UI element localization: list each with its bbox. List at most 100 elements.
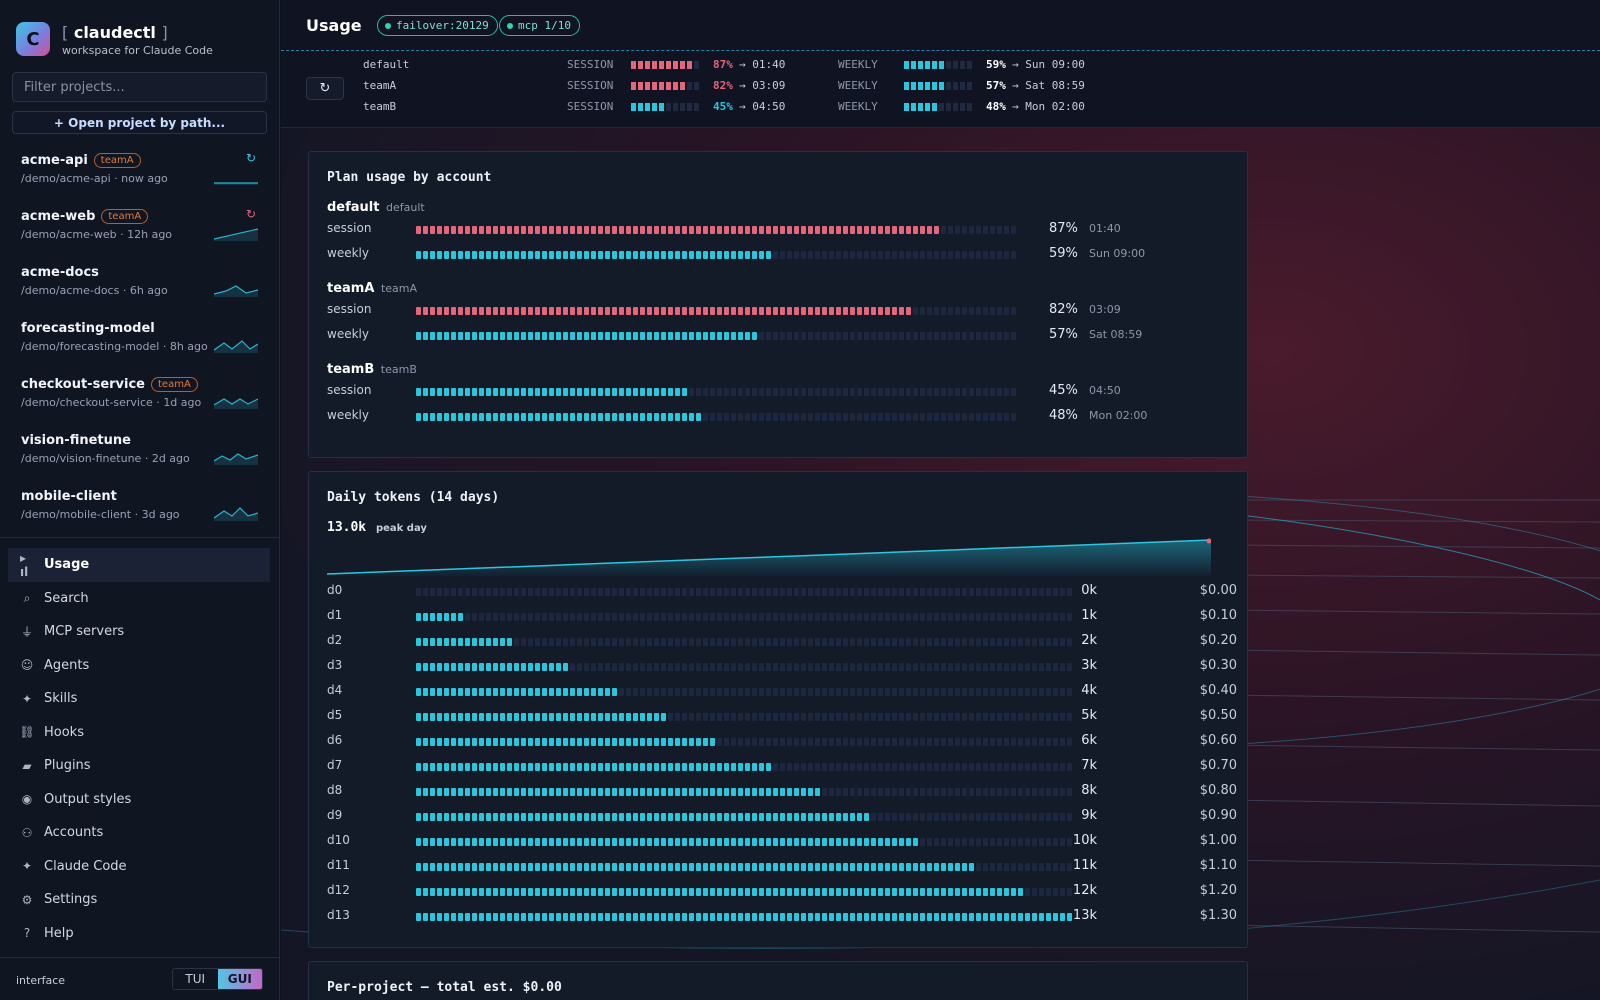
project-refresh-icon[interactable]: ↻: [245, 151, 256, 165]
day-token-bar-segment: [927, 588, 932, 596]
usage-bar-segment: [528, 226, 533, 234]
day-token-bar-segment: [682, 813, 687, 821]
day-token-bar-segment: [472, 738, 477, 746]
day-token-bar-segment: [514, 863, 519, 871]
day-token-bar-segment: [955, 913, 960, 921]
day-token-bar-segment: [598, 688, 603, 696]
strip-session-bar-segment: [659, 82, 664, 90]
usage-bar-segment: [591, 226, 596, 234]
nav-item-usage[interactable]: ▸ ıl Usage: [8, 548, 270, 582]
day-token-bar-segment: [899, 788, 904, 796]
day-token-bar-segment: [661, 738, 666, 746]
usage-bar-segment: [969, 226, 974, 234]
day-token-bar-segment: [878, 888, 883, 896]
day-token-bar-segment: [1039, 813, 1044, 821]
strip-session-bar-segment: [687, 82, 692, 90]
day-token-bar-segment: [815, 888, 820, 896]
day-token-bar-segment: [416, 763, 421, 771]
project-item[interactable]: forecasting-model/demo/forecasting-model…: [0, 311, 280, 367]
project-age: 1d ago: [163, 396, 202, 409]
day-token-bar-segment: [731, 663, 736, 671]
nav-item-agents[interactable]: ☺ Agents: [0, 649, 280, 683]
day-token-bar-segment: [843, 763, 848, 771]
day-token-bar-segment: [577, 663, 582, 671]
day-token-bar-segment: [535, 713, 540, 721]
app-name: claudectl: [73, 23, 156, 42]
day-token-bar-segment: [605, 638, 610, 646]
day-token-bar-segment: [899, 888, 904, 896]
day-token-bar-segment: [493, 738, 498, 746]
day-token-bar-segment: [689, 613, 694, 621]
day-token-bar-segment: [465, 788, 470, 796]
open-project-button[interactable]: + Open project by path...: [12, 111, 267, 134]
usage-bar-segment: [430, 226, 435, 234]
day-token-bar-segment: [948, 763, 953, 771]
day-token-bar-segment: [689, 638, 694, 646]
nav-item-mcp-servers[interactable]: ⏚ MCP servers: [0, 615, 280, 649]
day-token-bar-segment: [1046, 838, 1051, 846]
day-token-bar: [416, 763, 1072, 771]
usage-bar-segment: [612, 251, 617, 259]
day-token-bar-segment: [626, 663, 631, 671]
day-token-bar-segment: [717, 813, 722, 821]
day-token-bar-segment: [507, 588, 512, 596]
day-token-bar-segment: [808, 638, 813, 646]
day-token-bar-segment: [682, 788, 687, 796]
day-token-bar-segment: [1039, 688, 1044, 696]
nav-item-search[interactable]: ⌕ Search: [0, 582, 280, 616]
usage-bar-segment: [535, 413, 540, 421]
strip-session-bar-segment: [680, 103, 685, 111]
day-token-bar-segment: [675, 838, 680, 846]
nav-item-plugins[interactable]: ▰ Plugins: [0, 749, 280, 783]
usage-bar-segment: [941, 251, 946, 259]
strip-session-bar-segment: [638, 82, 643, 90]
usage-bar-segment: [458, 388, 463, 396]
project-item[interactable]: checkout-service teamA/demo/checkout-serv…: [0, 367, 280, 423]
nav-item-accounts[interactable]: ⚇ Accounts: [0, 816, 280, 850]
nav-item-hooks[interactable]: ⛓ Hooks: [0, 716, 280, 750]
project-item[interactable]: mobile-client/demo/mobile-client · 3d ag…: [0, 479, 280, 535]
nav-item-skills[interactable]: ✦ Skills: [0, 682, 280, 716]
strip-weekly-bar-segment: [939, 61, 944, 69]
day-token-bar-segment: [1004, 613, 1009, 621]
day-token-bar-segment: [878, 813, 883, 821]
day-token-bar-segment: [598, 588, 603, 596]
nav-item-claude-code[interactable]: ✦ Claude Code: [0, 850, 280, 884]
nav-item-settings[interactable]: ⚙ Settings: [0, 883, 280, 917]
strip-weekly-percent: 57%: [986, 79, 1006, 92]
project-item[interactable]: acme-docs/demo/acme-docs · 6h ago: [0, 255, 280, 311]
usage-bar-segment: [864, 251, 869, 259]
day-token-bar-segment: [647, 888, 652, 896]
nav-item-output-styles[interactable]: ◉ Output styles: [0, 783, 280, 817]
day-token-bar-segment: [696, 688, 701, 696]
day-token-bar-segment: [787, 788, 792, 796]
day-token-bar-segment: [962, 763, 967, 771]
day-token-bar-segment: [724, 788, 729, 796]
strip-session-reset: → 01:40: [739, 58, 786, 71]
tui-option[interactable]: TUI: [185, 972, 206, 986]
strip-session-bar: [631, 82, 699, 90]
day-token-bar-segment: [990, 588, 995, 596]
usage-bar-segment: [437, 251, 442, 259]
filter-projects-input[interactable]: [12, 72, 267, 102]
project-item[interactable]: acme-api teamA/demo/acme-api · now ago ↻: [0, 143, 280, 199]
day-token-bar-segment: [1046, 913, 1051, 921]
day-token-bar-segment: [780, 863, 785, 871]
day-token-bar-segment: [654, 638, 659, 646]
day-token-bar-segment: [724, 763, 729, 771]
robot-icon: ☺: [20, 658, 34, 673]
refresh-button[interactable]: ↻: [306, 77, 344, 100]
nav-item-help[interactable]: ? Help: [0, 917, 280, 951]
usage-bar-segment: [661, 332, 666, 340]
gui-option[interactable]: GUI: [217, 969, 262, 989]
project-item[interactable]: acme-web teamA/demo/acme-web · 12h ago ↻: [0, 199, 280, 255]
day-token-bar-segment: [633, 613, 638, 621]
daily-tokens-trend: [327, 538, 1211, 576]
day-token-bar-segment: [479, 688, 484, 696]
usage-bar-segment: [626, 307, 631, 315]
project-item[interactable]: vision-finetune/demo/vision-finetune · 2…: [0, 423, 280, 479]
day-token-bar-segment: [717, 863, 722, 871]
project-refresh-icon[interactable]: ↻: [245, 207, 256, 221]
day-token-bar-segment: [752, 713, 757, 721]
day-token-bar-segment: [605, 663, 610, 671]
